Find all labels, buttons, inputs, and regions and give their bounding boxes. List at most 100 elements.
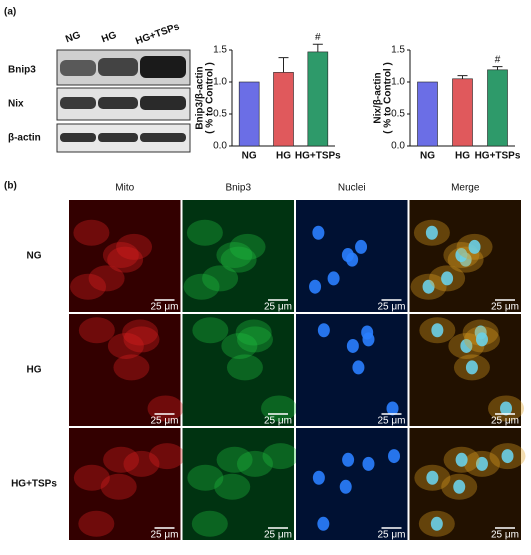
cell (261, 395, 298, 422)
scale-bar-label: 25 μm (491, 416, 519, 427)
cell (107, 332, 144, 359)
cell (183, 273, 220, 300)
nucleus (317, 323, 330, 338)
column-header: Bnip3 (225, 183, 251, 194)
nucleus (327, 271, 340, 286)
row-header: HG (27, 365, 42, 376)
column-header: Mito (115, 183, 134, 194)
nucleus (455, 452, 468, 467)
cell (116, 233, 153, 260)
nucleus (346, 338, 359, 353)
x-tick-label: HG+TSPs (475, 151, 521, 162)
nucleus (441, 271, 454, 286)
micrograph: 25 μm (296, 200, 408, 313)
cell (113, 354, 150, 381)
nucleus (475, 456, 488, 471)
bar (417, 81, 438, 147)
scale-bar-label: 25 μm (378, 416, 406, 427)
y-tick-label: 1.0 (213, 77, 227, 88)
panel-label: (a) (4, 7, 16, 18)
y-tick-label: 1.5 (213, 45, 227, 56)
cell (78, 510, 115, 537)
cell (149, 443, 186, 470)
cell (221, 332, 258, 359)
cell (262, 443, 299, 470)
row-header: NG (27, 251, 42, 262)
scale-bar-label: 25 μm (264, 302, 292, 313)
cell (202, 265, 239, 292)
scale-bar-label: 25 μm (151, 302, 179, 313)
band (140, 96, 186, 110)
annotation: # (315, 32, 321, 43)
nucleus (425, 225, 438, 240)
cell (78, 317, 115, 344)
nucleus (317, 516, 330, 531)
micrograph-bg (182, 200, 294, 312)
micrograph-bg (182, 428, 294, 540)
cell (186, 219, 223, 246)
scale-bar-label: 25 μm (264, 416, 292, 427)
micrograph-bg (182, 314, 294, 426)
nucleus (352, 360, 365, 375)
micrograph: 25 μm (296, 314, 408, 427)
cell (214, 473, 251, 500)
nucleus (362, 456, 375, 471)
bar (452, 78, 473, 147)
scale-bar-label: 25 μm (378, 302, 406, 313)
band (98, 133, 138, 142)
nucleus (500, 401, 513, 416)
scale-bar-label: 25 μm (264, 530, 292, 541)
micrograph: 25 μm (296, 428, 408, 541)
cell (236, 450, 273, 477)
row-header: HG+TSPs (11, 479, 57, 490)
cell (191, 510, 228, 537)
band (98, 58, 138, 76)
micrograph-bg (69, 200, 181, 312)
cell (103, 446, 140, 473)
cell (73, 219, 110, 246)
cell (102, 242, 139, 269)
blot-row-label: β-actin (8, 133, 41, 144)
blot-lane-label: NG (64, 30, 82, 46)
nucleus (460, 338, 473, 353)
cell (107, 246, 144, 273)
cell (235, 319, 272, 346)
cell (229, 233, 266, 260)
column-header: Nuclei (338, 183, 366, 194)
micrograph-bg (69, 314, 181, 426)
band (140, 133, 186, 142)
micrograph: 25 μm (69, 314, 184, 427)
band (60, 60, 96, 76)
x-tick-label: NG (420, 151, 435, 162)
cell (187, 464, 224, 491)
scale-bar-label: 25 μm (151, 416, 179, 427)
nucleus (309, 279, 322, 294)
nucleus (465, 360, 478, 375)
cell (100, 473, 137, 500)
y-axis-label: Nix/β-actin (373, 72, 384, 123)
nucleus (339, 479, 352, 494)
y-tick-label: 0.0 (391, 141, 405, 152)
bar (487, 69, 508, 147)
nucleus (312, 225, 325, 240)
band (98, 97, 138, 109)
cell (216, 446, 253, 473)
x-tick-label: HG (455, 151, 470, 162)
cell (192, 317, 229, 344)
nucleus (430, 516, 443, 531)
cell (70, 273, 107, 300)
cell (123, 450, 160, 477)
nucleus (312, 470, 325, 485)
band (60, 97, 96, 109)
bar (273, 72, 294, 147)
micrograph: 25 μm (182, 314, 298, 427)
bar (238, 81, 260, 147)
blot-row-label: Nix (8, 99, 24, 110)
y-tick-label: 1.5 (391, 45, 405, 56)
band (60, 133, 96, 142)
blot-lane-label: HG+TSPs (134, 21, 181, 47)
scale-bar-label: 25 μm (151, 530, 179, 541)
nucleus (342, 452, 355, 467)
micrograph: 25 μm (409, 428, 526, 541)
nucleus (475, 332, 488, 347)
